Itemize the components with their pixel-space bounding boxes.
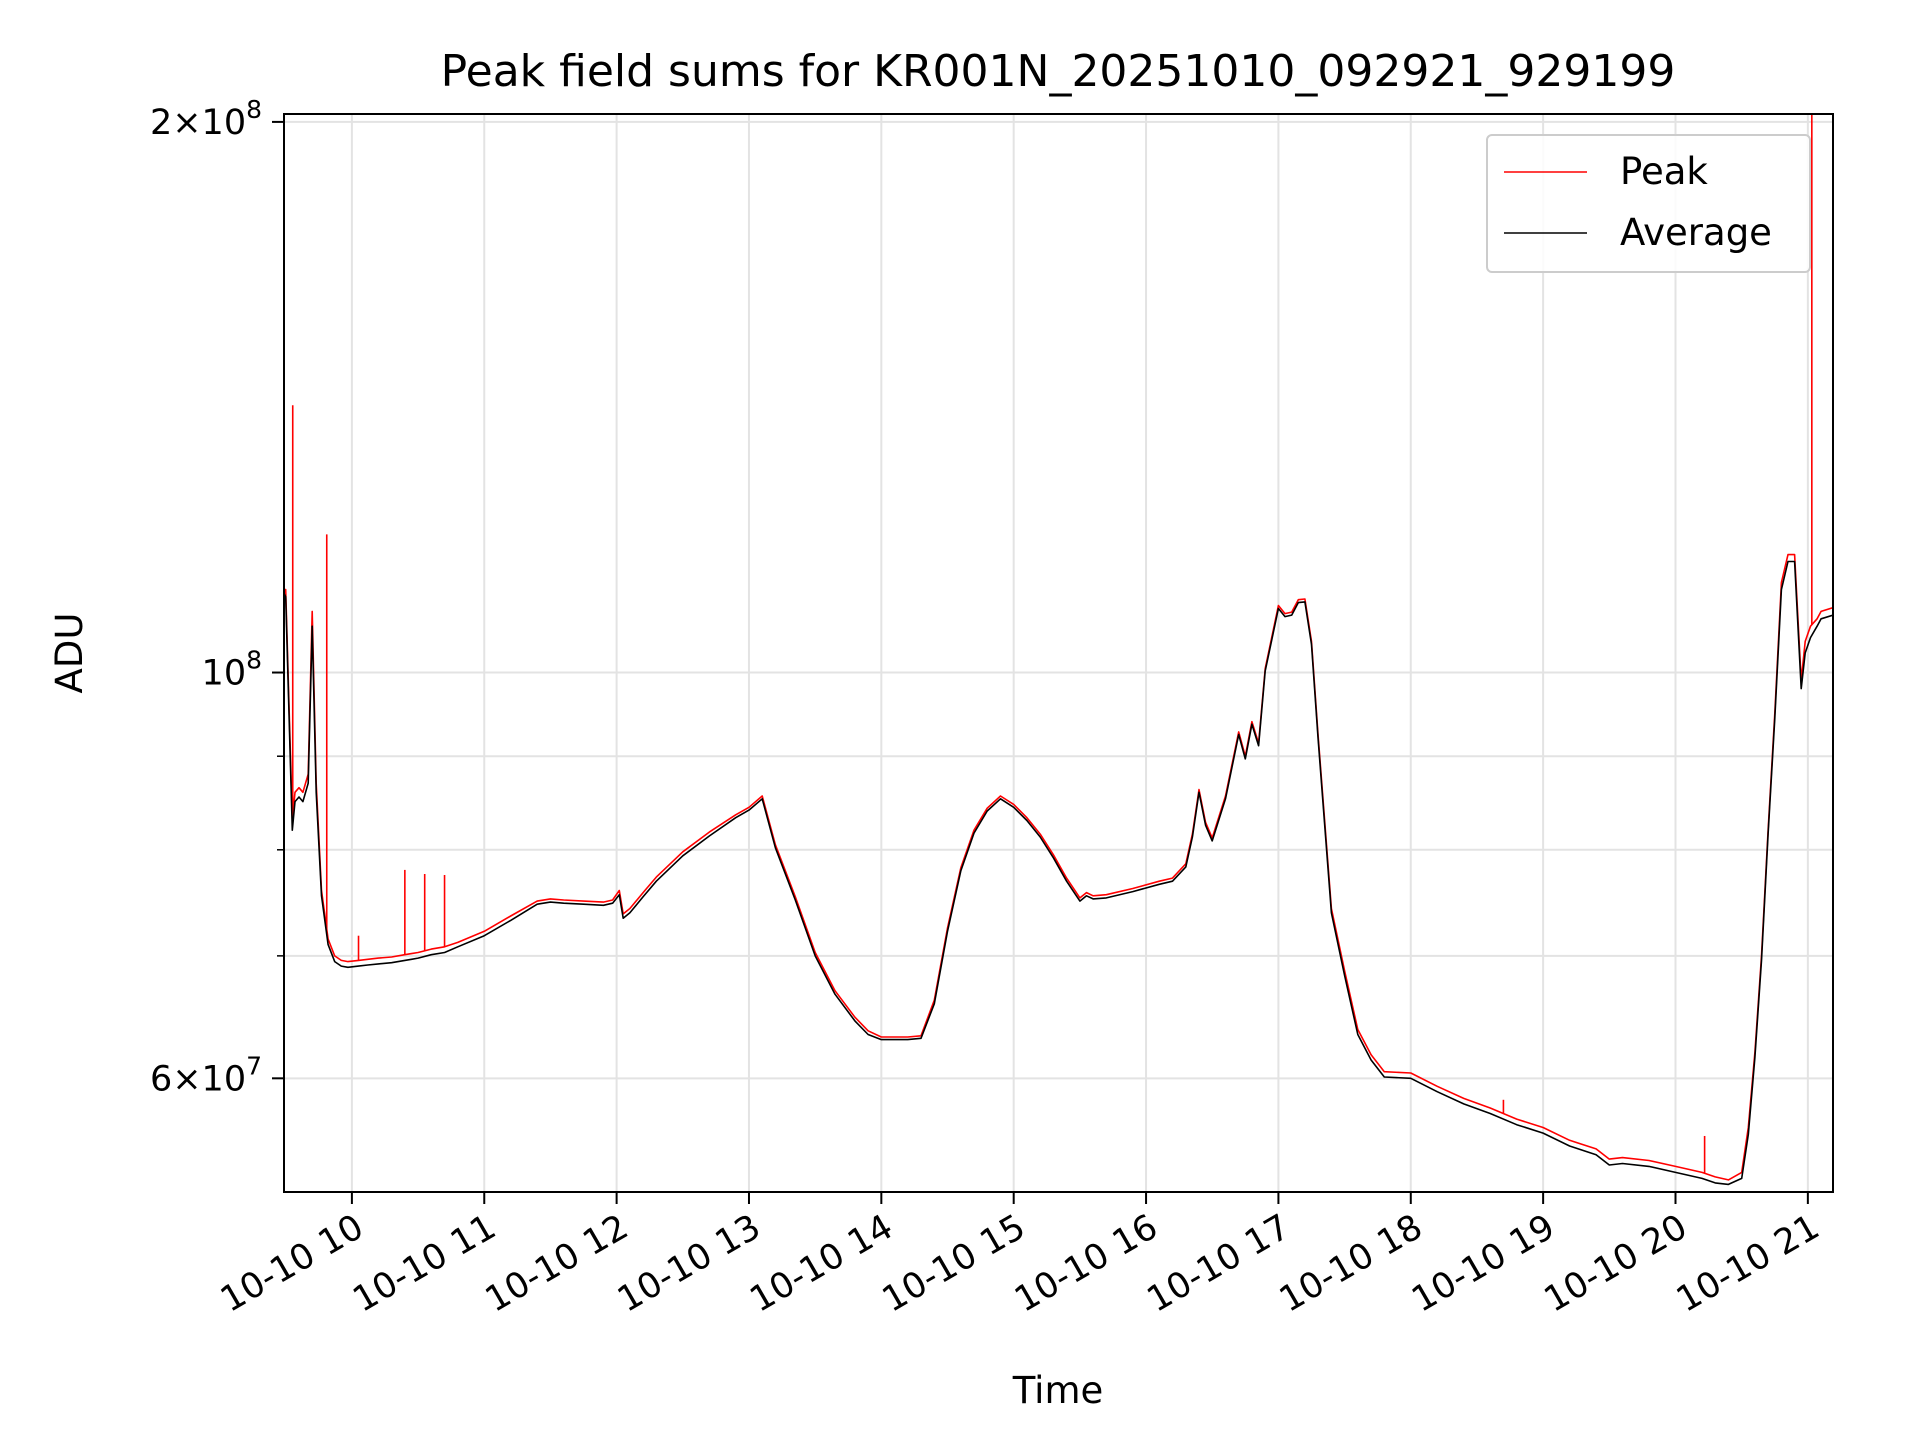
y-tick-label: 2×108 (150, 95, 262, 143)
y-tick-exponent: 8 (246, 95, 262, 124)
legend-peak-label: Peak (1620, 150, 1708, 193)
y-tick-mantissa: 2 (150, 103, 172, 143)
y-tick-base: 10 (202, 654, 247, 694)
y-tick-times: × (172, 1059, 201, 1099)
x-axis-label: Time (1012, 1369, 1104, 1412)
y-tick-base: 10 (202, 103, 247, 143)
y-tick-times: × (172, 103, 201, 143)
legend-average-label: Average (1620, 211, 1772, 254)
y-tick-mantissa: 6 (150, 1059, 172, 1099)
y-tick-label: 6×107 (150, 1051, 262, 1099)
y-tick-exponent: 8 (246, 646, 262, 675)
y-axis-label: ADU (48, 613, 91, 694)
legend: Peak Average (1487, 135, 1810, 272)
y-tick-exponent: 7 (246, 1051, 262, 1080)
chart-title: Peak field sums for KR001N_20251010_0929… (441, 46, 1676, 97)
y-tick-base: 10 (202, 1059, 247, 1099)
chart: 10-10 1010-10 1110-10 1210-10 1310-10 14… (0, 0, 1920, 1440)
